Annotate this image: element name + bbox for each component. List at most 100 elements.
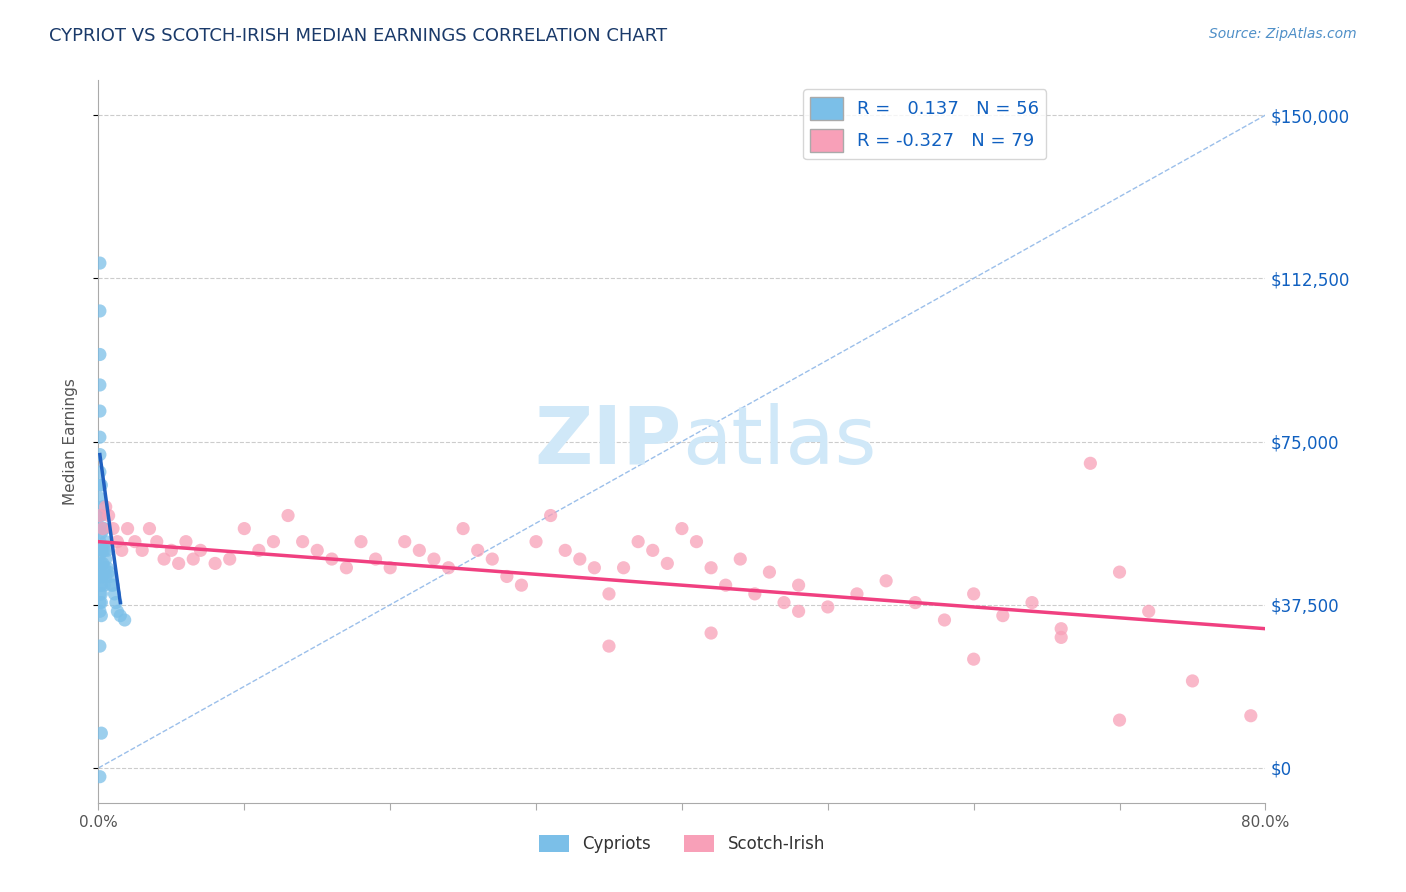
Point [90,508,112,523]
Point [91,500,114,514]
Point [364,552,387,566]
Point [89,596,111,610]
Point [89,534,111,549]
Point [93,543,115,558]
Point [962,652,984,666]
Point [641,543,664,558]
Point [233,522,256,536]
Point [94,534,117,549]
Point [97,565,120,579]
Point [89,561,111,575]
Point [101,578,124,592]
Point [89,430,111,444]
Point [190,543,212,558]
Point [124,534,146,549]
Point [90,525,112,540]
Point [90,587,112,601]
Point [1240,708,1263,723]
Point [90,726,112,740]
Point [904,596,927,610]
Point [91,557,114,571]
Point [1108,565,1130,579]
Point [307,543,329,558]
Point [204,557,226,571]
Point [105,604,128,618]
Point [89,508,111,523]
Point [103,587,125,601]
Point [111,543,134,558]
Point [423,552,446,566]
Point [90,608,112,623]
Point [94,552,117,566]
Point [934,613,956,627]
Point [100,578,122,592]
Text: CYPRIOT VS SCOTCH-IRISH MEDIAN EARNINGS CORRELATION CHART: CYPRIOT VS SCOTCH-IRISH MEDIAN EARNINGS … [49,27,668,45]
Point [627,534,650,549]
Point [247,543,270,558]
Point [685,534,707,549]
Text: ZIP: ZIP [534,402,682,481]
Legend: Cypriots, Scotch-Irish: Cypriots, Scotch-Irish [533,828,831,860]
Point [101,522,124,536]
Point [138,522,160,536]
Point [437,561,460,575]
Point [89,478,111,492]
Point [1137,604,1160,618]
Point [89,448,111,462]
Point [277,508,299,523]
Point [1021,596,1043,610]
Point [510,578,533,592]
Point [1181,673,1204,688]
Point [787,604,810,618]
Point [467,543,489,558]
Point [875,574,897,588]
Point [105,534,128,549]
Point [730,552,752,566]
Point [744,587,766,601]
Point [540,508,562,523]
Point [114,613,136,627]
Point [991,608,1014,623]
Point [554,543,576,558]
Point [110,608,132,623]
Point [1108,713,1130,727]
Point [335,561,357,575]
Point [89,578,111,592]
Point [97,508,120,523]
Point [773,596,796,610]
Point [89,256,111,270]
Point [90,557,112,571]
Point [91,522,114,536]
Point [98,569,121,583]
Point [451,522,474,536]
Point [89,508,111,523]
Point [758,565,780,579]
Point [90,543,112,558]
Point [91,543,114,558]
Point [89,604,111,618]
Point [89,569,111,583]
Point [787,578,810,592]
Point [167,557,190,571]
Point [90,569,112,583]
Point [89,587,111,601]
Point [94,569,117,583]
Point [583,561,606,575]
Point [291,534,314,549]
Point [598,587,620,601]
Point [846,587,869,601]
Point [90,478,112,492]
Y-axis label: Median Earnings: Median Earnings [63,378,77,505]
Point [131,543,153,558]
Point [496,569,519,583]
Point [117,522,139,536]
Point [89,770,111,784]
Point [714,578,737,592]
Point [91,569,114,583]
Point [93,561,115,575]
Point [104,596,127,610]
Point [93,522,115,536]
Point [321,552,343,566]
Point [524,534,547,549]
Point [91,522,114,536]
